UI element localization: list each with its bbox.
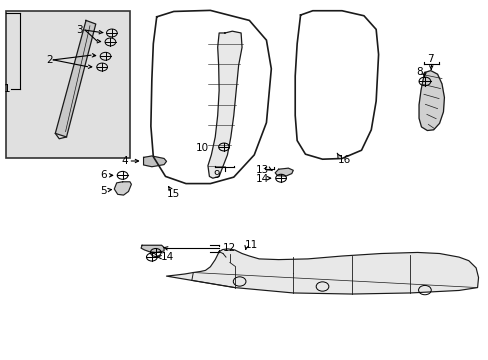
Text: 6: 6 bbox=[101, 170, 107, 180]
Polygon shape bbox=[55, 21, 96, 137]
Polygon shape bbox=[166, 249, 478, 294]
Text: 16: 16 bbox=[337, 155, 350, 165]
Text: 8: 8 bbox=[415, 67, 422, 77]
Text: 15: 15 bbox=[166, 189, 180, 199]
Text: 14: 14 bbox=[256, 174, 269, 184]
Text: 11: 11 bbox=[244, 239, 257, 249]
Text: 13: 13 bbox=[256, 165, 269, 175]
Text: 1: 1 bbox=[4, 84, 11, 94]
Text: 3: 3 bbox=[76, 25, 83, 35]
Polygon shape bbox=[207, 31, 242, 178]
Text: 7: 7 bbox=[427, 54, 433, 64]
Polygon shape bbox=[275, 168, 293, 176]
Text: 2: 2 bbox=[46, 55, 53, 65]
Polygon shape bbox=[418, 71, 444, 131]
Text: 4: 4 bbox=[121, 156, 127, 166]
Polygon shape bbox=[114, 182, 131, 195]
Text: 9: 9 bbox=[213, 170, 220, 180]
Polygon shape bbox=[141, 245, 163, 252]
Polygon shape bbox=[143, 156, 166, 167]
Text: 5: 5 bbox=[101, 186, 107, 196]
FancyBboxPatch shape bbox=[5, 12, 130, 158]
Text: 14: 14 bbox=[160, 252, 174, 262]
Text: 10: 10 bbox=[196, 143, 209, 153]
Text: 12: 12 bbox=[222, 243, 235, 253]
